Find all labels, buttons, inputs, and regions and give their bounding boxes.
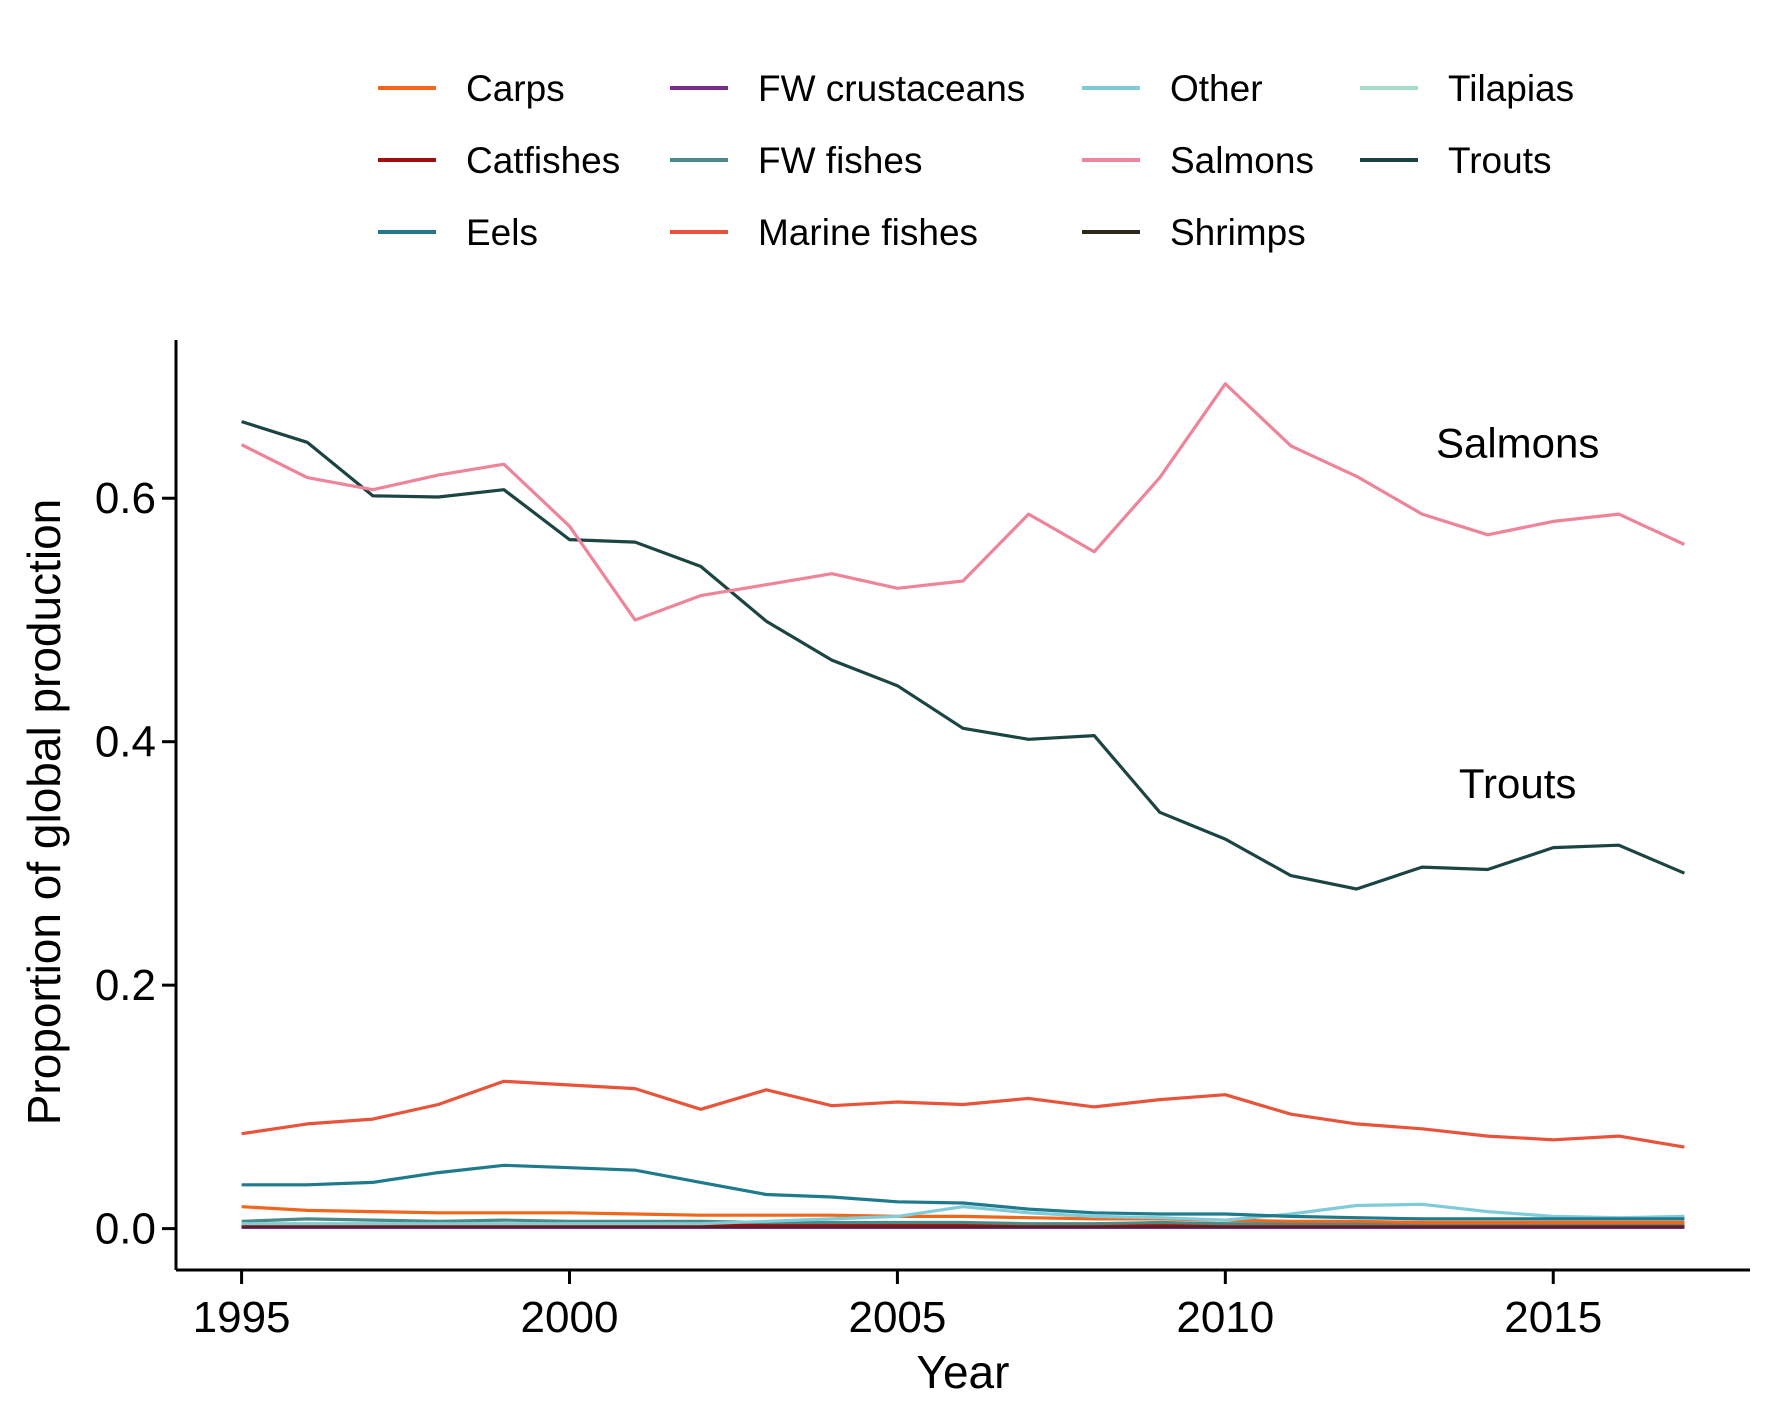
y-tick-label: 0.4 <box>95 718 156 767</box>
series-line-salmons <box>240 382 1686 622</box>
annotations: Salmons Trouts <box>1436 419 1599 807</box>
legend-item-eels: Eels <box>378 212 538 253</box>
x-tick-label: 1995 <box>193 1293 291 1342</box>
legend-label: Carps <box>466 68 565 109</box>
x-axis-title: Year <box>917 1346 1010 1398</box>
legend-item-trouts: Trouts <box>1360 140 1551 181</box>
legend-label: Marine fishes <box>758 212 978 253</box>
y-tick-label: 0.2 <box>95 961 156 1010</box>
series-line-other <box>241 1202 1685 1226</box>
series-line-eels <box>241 1163 1685 1221</box>
tick-marks: 1995 2000 2005 2010 2015 0.0 0.2 0.4 0.6 <box>95 474 1602 1342</box>
y-tick-label: 0.0 <box>95 1205 156 1254</box>
x-tick-label: 2005 <box>848 1293 946 1342</box>
axes <box>174 340 1750 1272</box>
legend-label: Salmons <box>1170 140 1314 181</box>
legend-item-fw-fishes: FW fishes <box>670 140 922 181</box>
series-line-trouts <box>241 420 1686 891</box>
legend-item-catfishes: Catfishes <box>378 140 620 181</box>
legend-label: Other <box>1170 68 1263 109</box>
legend-item-marine-fishes: Marine fishes <box>670 212 978 253</box>
legend-label: Trouts <box>1448 140 1551 181</box>
legend-label: Tilapias <box>1448 68 1574 109</box>
legend-label: Eels <box>466 212 538 253</box>
series-line-marine-fishes <box>241 1079 1685 1149</box>
y-tick-label: 0.6 <box>95 474 156 523</box>
plot-series <box>240 382 1686 1230</box>
legend-item-fw-crustaceans: FW crustaceans <box>670 68 1025 109</box>
legend: Carps Catfishes Eels FW crustaceans FW fishe… <box>378 68 1574 253</box>
legend-item-carps: Carps <box>378 68 565 109</box>
legend-item-other: Other <box>1082 68 1263 109</box>
legend-label: Shrimps <box>1170 212 1306 253</box>
legend-label: Catfishes <box>466 140 620 181</box>
legend-item-salmons: Salmons <box>1082 140 1314 181</box>
x-tick-label: 2015 <box>1504 1293 1602 1342</box>
series-line-carps <box>241 1205 1685 1225</box>
x-tick-label: 2000 <box>521 1293 619 1342</box>
legend-item-shrimps: Shrimps <box>1082 212 1306 253</box>
x-tick-label: 2010 <box>1176 1293 1274 1342</box>
legend-label: FW fishes <box>758 140 922 181</box>
legend-item-tilapias: Tilapias <box>1360 68 1574 109</box>
annotation-trouts: Trouts <box>1459 760 1576 807</box>
annotation-salmons: Salmons <box>1436 419 1599 466</box>
y-axis-title: Proportion of global production <box>18 499 70 1126</box>
legend-label: FW crustaceans <box>758 68 1025 109</box>
